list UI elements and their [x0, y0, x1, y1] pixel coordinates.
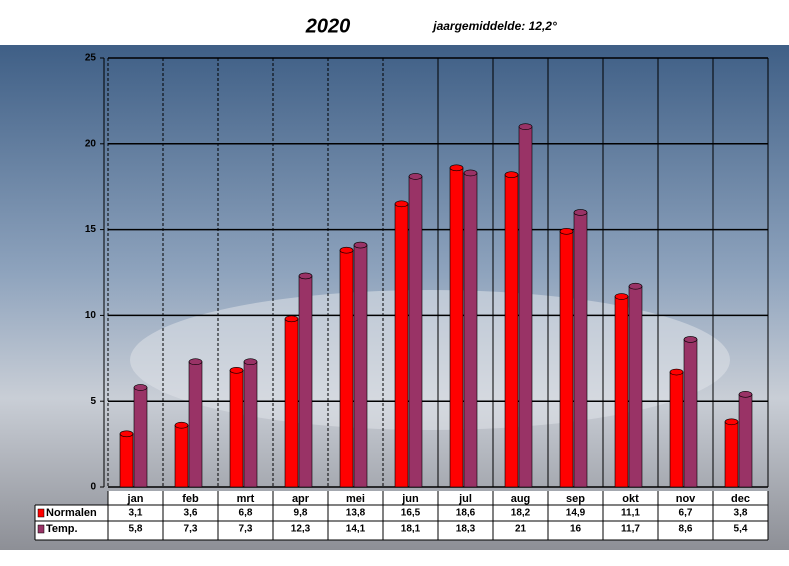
bar: [408, 176, 423, 488]
x-tick-label: okt: [622, 493, 639, 505]
bar: [353, 244, 368, 488]
bar: [133, 387, 148, 488]
y-tick-label: 10: [85, 310, 97, 321]
table-value: 21: [515, 524, 527, 535]
table-value: 7,3: [239, 524, 253, 535]
bar-cap: [284, 315, 299, 323]
legend-label: Normalen: [46, 507, 97, 519]
bar: [394, 203, 409, 488]
table-value: 3,6: [184, 508, 198, 519]
legend-swatch: [37, 524, 45, 534]
bar: [119, 433, 134, 488]
bar: [683, 339, 698, 488]
table-value: 18,6: [456, 508, 476, 519]
x-tick-label: mrt: [237, 493, 255, 505]
bar-cap: [738, 391, 753, 398]
bar-cap: [518, 123, 533, 130]
bar: [284, 318, 299, 488]
table-value: 5,8: [129, 524, 143, 535]
y-tick-label: 15: [85, 224, 97, 235]
table-value: 9,8: [294, 508, 308, 519]
x-tick-label: jun: [401, 493, 419, 505]
bar: [243, 361, 258, 488]
bar-cap: [724, 418, 739, 426]
legend-label: Temp.: [46, 523, 78, 535]
bar: [449, 167, 464, 488]
table-value: 18,1: [401, 524, 421, 535]
table-value: 5,4: [734, 524, 748, 535]
bar-cap: [188, 358, 203, 366]
table-value: 11,7: [621, 524, 640, 535]
bar: [174, 424, 189, 488]
table-value: 18,3: [456, 524, 476, 535]
bar: [573, 212, 588, 488]
bar-cap: [243, 358, 258, 366]
bar: [339, 249, 354, 488]
table-value: 16: [570, 524, 582, 535]
bar-cap: [628, 282, 643, 290]
x-tick-label: feb: [182, 493, 199, 505]
bar-cap: [229, 367, 244, 374]
table-value: 18,2: [511, 508, 531, 519]
table-value: 14,9: [566, 508, 586, 519]
table-value: 14,1: [346, 524, 366, 535]
x-tick-label: dec: [731, 493, 750, 505]
x-tick-label: mei: [346, 493, 365, 505]
table-value: 6,7: [679, 508, 693, 519]
bar: [188, 361, 203, 488]
bar-cap: [353, 241, 368, 249]
bar-cap: [394, 200, 409, 208]
x-tick-label: nov: [676, 493, 696, 505]
bar: [504, 174, 519, 488]
x-tick-label: jul: [458, 493, 472, 505]
bar-cap: [449, 164, 464, 172]
bar-cap: [408, 173, 423, 180]
table-value: 3,1: [129, 508, 143, 519]
bar-cap: [504, 171, 519, 178]
bar-cap: [669, 368, 684, 376]
bar: [463, 172, 478, 488]
table-value: 3,8: [734, 508, 748, 519]
x-tick-label: sep: [566, 493, 585, 505]
x-tick-label: jan: [127, 493, 144, 505]
y-tick-label: 25: [85, 53, 97, 64]
bar: [738, 394, 753, 488]
table-value: 11,1: [621, 508, 640, 519]
bar-cap: [463, 169, 478, 177]
bar-cap: [339, 246, 354, 254]
bar: [614, 296, 629, 488]
x-tick-label: apr: [292, 493, 310, 505]
table-value: 13,8: [346, 508, 366, 519]
bar-cap: [559, 228, 574, 235]
y-tick-label: 5: [90, 396, 96, 407]
table-value: 7,3: [184, 524, 198, 535]
table-background: [35, 505, 768, 540]
chart-title: 2020: [305, 15, 351, 37]
table-value: 6,8: [239, 508, 253, 519]
y-tick-label: 20: [85, 138, 97, 149]
table-value: 16,5: [401, 508, 421, 519]
bar: [669, 371, 684, 488]
bar-cap: [174, 421, 189, 429]
bar-cap: [133, 384, 148, 391]
bar-cap: [683, 336, 698, 343]
bar: [628, 285, 643, 488]
table-value: 8,6: [679, 524, 693, 535]
bar-cap: [119, 430, 134, 438]
bar-cap: [573, 209, 588, 216]
x-tick-label: aug: [511, 493, 531, 505]
legend-swatch: [37, 508, 45, 518]
bar: [518, 126, 533, 488]
table-value: 12,3: [291, 524, 311, 535]
bar-cap: [614, 293, 629, 300]
bar-cap: [298, 272, 313, 280]
bar: [724, 421, 739, 488]
y-tick-label: 0: [90, 482, 96, 493]
bar: [559, 231, 574, 488]
bar: [229, 370, 244, 488]
bar: [298, 275, 313, 488]
chart-subtitle: jaargemiddelde: 12,2°: [431, 19, 557, 33]
